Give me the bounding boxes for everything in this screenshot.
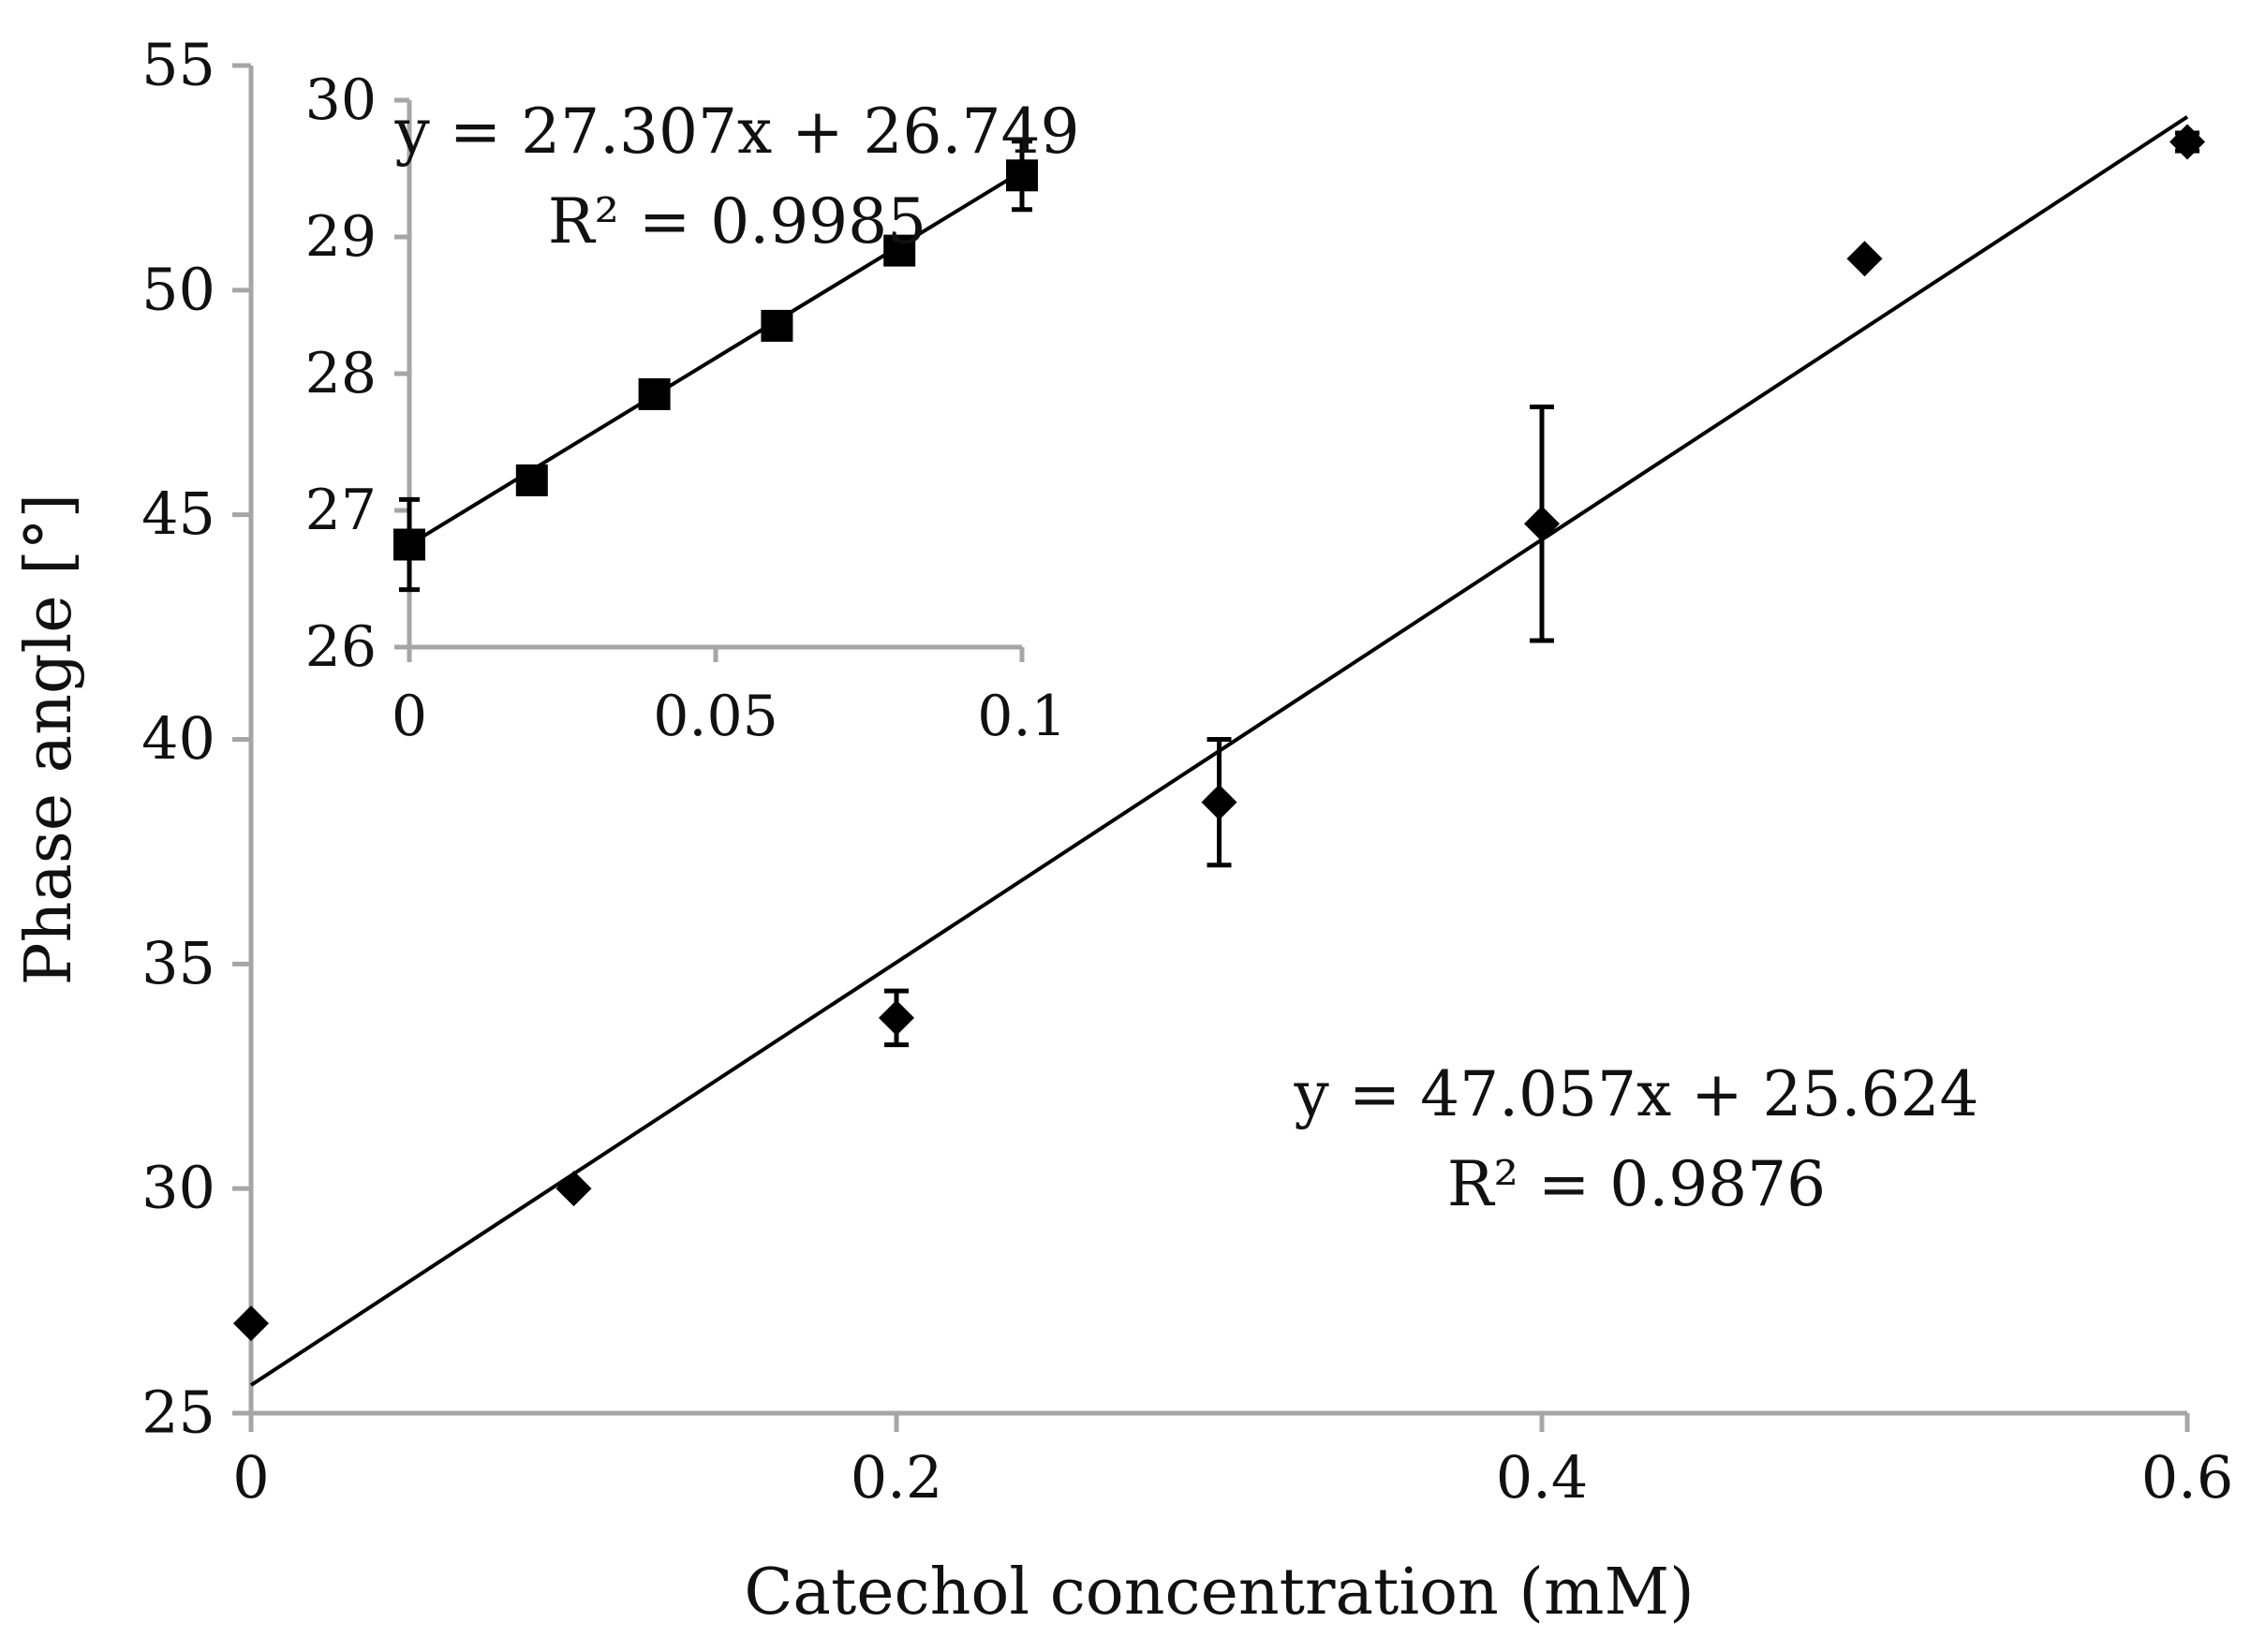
data-point [555,1171,592,1207]
y-axis-title: Phase angle [°] [12,494,86,985]
inset-plot: 26 27 28 29 30 0 0.05 0.1 y = 27.307x + 26.749 R²… [305,67,1080,749]
inset-y-tick-label: 29 [305,204,377,270]
y-tick-label: 50 [141,255,215,323]
data-point [2170,124,2205,160]
y-tick-label: 30 [141,1154,215,1222]
trendline-equation: y = 47.057x + 25.624 [1294,1058,1979,1130]
x-tick-label: 0.2 [851,1443,943,1512]
inset-data-point [1006,159,1038,192]
inset-y-tick-label: 26 [305,614,377,680]
y-tick-label: 45 [141,479,215,548]
data-point [1846,241,1883,277]
data-point [1201,784,1237,820]
y-tick-label: 35 [141,929,215,997]
data-point [233,1305,269,1342]
inset-x-tick-label: 0.1 [977,684,1066,749]
x-axis-title: Catechol concentration (mM) [744,1556,1694,1630]
inset-data-point [761,309,793,342]
y-tick-label: 40 [141,704,215,773]
data-point [879,999,914,1036]
inset-trendline [407,170,1024,547]
x-tick-label: 0.4 [1496,1443,1589,1512]
y-tick-label: 55 [141,30,215,98]
main-plot: 25 30 35 40 45 50 55 0 0.2 0.4 0.6 y = 47.057x + 25… [12,30,2233,1630]
inset-data-point [515,464,548,496]
inset-y-tick-label: 30 [305,67,377,133]
inset-r-squared-label: R² = 0.9985 [548,185,926,258]
y-tick-label: 25 [141,1378,215,1446]
inset-data-point [883,234,916,267]
inset-y-tick-label: 27 [305,478,377,543]
inset-data-point [638,377,671,410]
inset-y-tick-label: 28 [305,341,377,406]
inset-data-point [393,528,425,561]
inset-x-tick-label: 0.05 [653,684,778,749]
data-point [1524,506,1560,542]
x-tick-label: 0 [232,1443,269,1512]
inset-trendline-equation: y = 27.307x + 26.749 [394,96,1080,168]
x-tick-label: 0.6 [2141,1443,2234,1512]
inset-x-tick-label: 0 [392,684,427,749]
r-squared-label: R² = 0.9876 [1447,1148,1826,1220]
